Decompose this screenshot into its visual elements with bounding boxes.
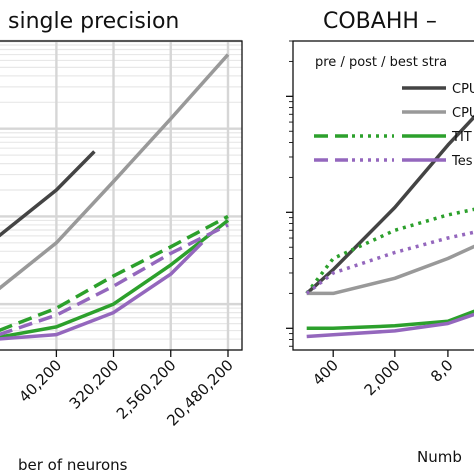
right-y-ticks xyxy=(286,40,293,347)
left-x-axis-label: ber of neurons xyxy=(18,456,128,474)
left-series-line-4 xyxy=(0,223,229,337)
left-series xyxy=(0,53,230,341)
left-plot-frame xyxy=(0,40,243,351)
right-chart-title: COBAHH – xyxy=(323,9,437,34)
left-chart: single precision 40,200 320,2002,560,2002… xyxy=(0,9,243,474)
legend-label-2: TIT xyxy=(451,130,472,145)
left-grid xyxy=(0,39,242,351)
right-series xyxy=(305,114,474,339)
legend-label-1: CPU xyxy=(452,106,474,121)
legend-entries: CPU CPU TIT Tes xyxy=(314,82,474,169)
right-series-line-0 xyxy=(305,114,474,295)
right-x-tick-label: 400 xyxy=(309,356,342,389)
right-x-tick-label: 8,0 xyxy=(427,356,457,386)
legend-title: pre / post / best stra xyxy=(315,55,447,70)
right-chart: COBAHH – 400 2,000 8,0 Numb pre / post / b… xyxy=(286,9,474,466)
left-x-tick-label: 40,200 xyxy=(15,356,65,406)
right-series-line-4 xyxy=(306,309,474,331)
legend: pre / post / best stra CPU CPU TIT Tes xyxy=(314,55,474,169)
right-x-ticks: 400 2,000 8,0 xyxy=(309,350,457,399)
right-plot-frame xyxy=(292,40,474,351)
right-x-tick-label: 2,000 xyxy=(361,356,404,399)
right-series-line-1 xyxy=(306,244,474,296)
left-series-line-3 xyxy=(0,219,230,339)
left-series-line-0 xyxy=(0,150,96,238)
legend-label-3: Tes xyxy=(451,154,473,169)
right-x-axis-label: Numb xyxy=(417,448,462,466)
right-series-line-5 xyxy=(306,312,474,339)
left-series-line-1 xyxy=(0,53,230,291)
right-series-line-2 xyxy=(305,207,474,295)
left-x-tick-label: 320,200 xyxy=(66,356,123,413)
left-series-line-2 xyxy=(0,214,229,332)
right-series-line-3 xyxy=(305,230,474,295)
legend-label-0: CPU xyxy=(452,82,474,97)
left-chart-title: single precision xyxy=(8,9,179,34)
left-series-line-5 xyxy=(0,241,204,341)
